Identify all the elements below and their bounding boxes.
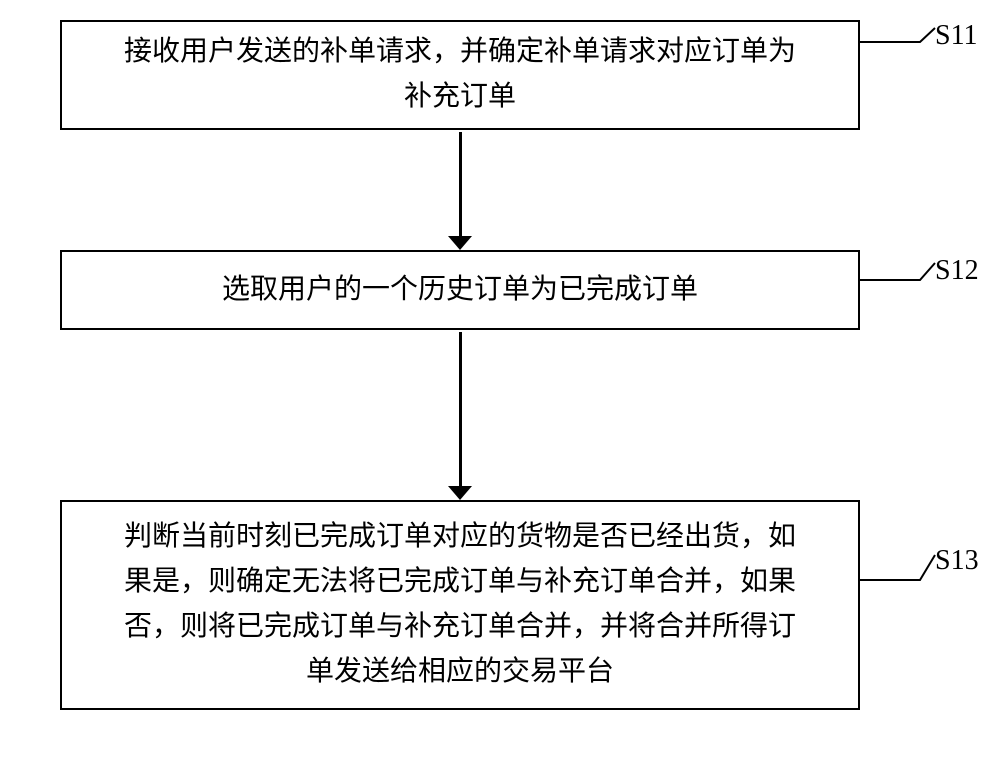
- step-label-s13: S13: [935, 545, 979, 577]
- arrow-s11-s12-line: [459, 132, 462, 236]
- flowchart-box-s12-text: 选取用户的一个历史订单为已完成订单: [222, 268, 698, 313]
- arrow-s11-s12-head: [448, 236, 472, 250]
- flowchart-box-s13: 判断当前时刻已完成订单对应的货物是否已经出货，如 果是，则确定无法将已完成订单与…: [60, 500, 860, 710]
- step-label-s11: S11: [935, 20, 978, 52]
- flowchart-box-s12: 选取用户的一个历史订单为已完成订单: [60, 250, 860, 330]
- flowchart-box-s11-text: 接收用户发送的补单请求，并确定补单请求对应订单为 补充订单: [124, 30, 796, 120]
- flowchart-box-s13-text: 判断当前时刻已完成订单对应的货物是否已经出货，如 果是，则确定无法将已完成订单与…: [124, 515, 796, 694]
- flowchart-box-s11: 接收用户发送的补单请求，并确定补单请求对应订单为 补充订单: [60, 20, 860, 130]
- arrow-s12-s13-line: [459, 332, 462, 486]
- arrow-s12-s13-head: [448, 486, 472, 500]
- step-label-s12: S12: [935, 255, 979, 287]
